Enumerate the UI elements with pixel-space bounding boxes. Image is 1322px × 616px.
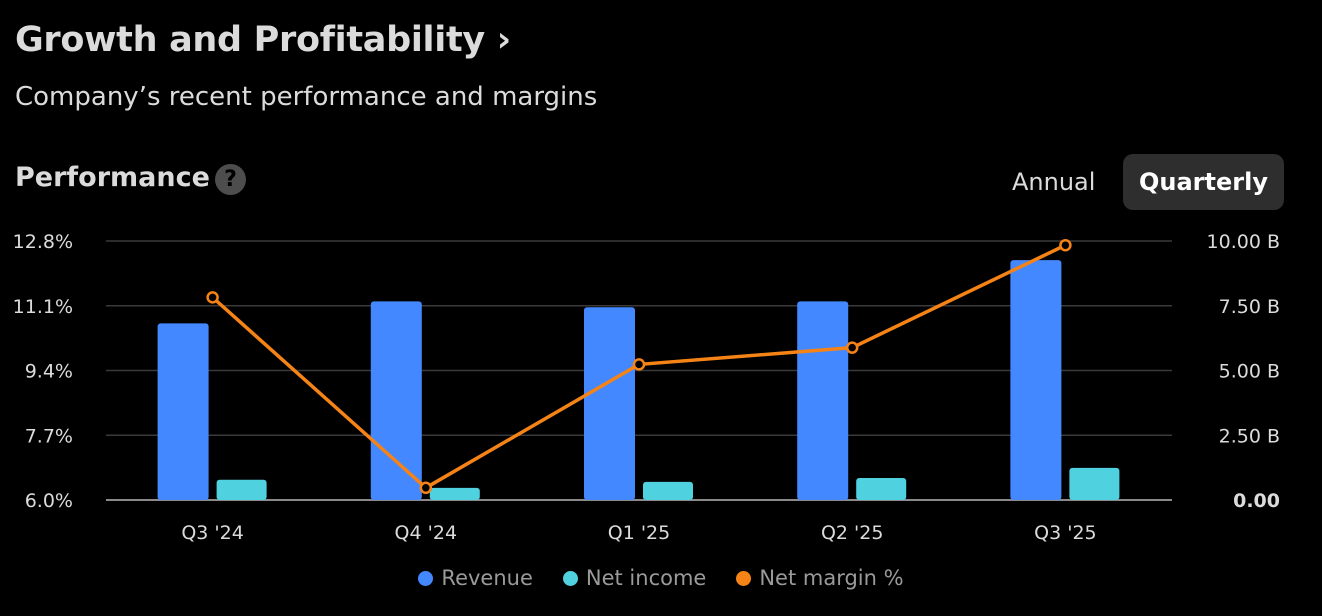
net-margin-point <box>632 358 646 371</box>
x-axis-tick: Q4 '24 <box>395 522 457 544</box>
net-margin-point <box>419 481 433 495</box>
legend-label: Revenue <box>441 566 533 590</box>
revenue-bar <box>797 301 849 500</box>
net-margin-dot-icon <box>736 570 752 586</box>
chevron-right-icon: › <box>496 20 511 60</box>
x-axis-tick: Q2 '25 <box>821 522 883 544</box>
net-margin-point <box>845 341 859 354</box>
left-axis-tick: 6.0% <box>25 490 73 512</box>
right-axis-tick: 0.00 <box>1233 490 1280 512</box>
net-income-bar <box>643 481 693 500</box>
tab-quarterly[interactable]: Quarterly <box>1123 154 1284 210</box>
revenue-bar <box>157 323 209 500</box>
net-income-bar <box>856 477 907 500</box>
revenue-bar <box>584 307 635 500</box>
net-margin-point <box>1059 238 1072 252</box>
legend-revenue[interactable]: Revenue <box>418 566 533 590</box>
net-margin-point <box>206 291 219 304</box>
performance-heading: Performance <box>15 162 210 193</box>
legend-label: Net margin % <box>759 566 904 590</box>
tab-annual[interactable]: Annual <box>1012 168 1096 196</box>
title-text: Growth and Profitability <box>15 20 485 60</box>
left-axis-tick: 11.1% <box>13 296 73 318</box>
legend-label: Net income <box>585 566 707 590</box>
net-income-bar <box>216 479 267 500</box>
net-income-bar <box>429 487 480 500</box>
revenue-dot-icon <box>418 570 434 586</box>
right-axis-tick: 10.00 B <box>1207 231 1280 253</box>
left-axis-tick: 9.4% <box>25 361 73 383</box>
legend-net-income[interactable]: Net income <box>562 566 707 590</box>
net-income-dot-icon <box>562 570 578 586</box>
help-icon[interactable]: ? <box>215 164 246 195</box>
right-axis-tick: 2.50 B <box>1219 425 1280 447</box>
x-axis-tick: Q3 '25 <box>1034 522 1096 544</box>
right-axis-tick: 7.50 B <box>1219 296 1280 318</box>
x-axis-tick: Q3 '24 <box>181 522 243 544</box>
legend-net-margin[interactable]: Net margin % <box>736 566 904 590</box>
left-axis-tick: 12.8% <box>13 231 73 253</box>
x-axis-tick: Q1 '25 <box>608 522 670 544</box>
subtitle: Company’s recent performance and margins <box>15 82 598 112</box>
revenue-bar <box>1010 260 1062 500</box>
net-income-bar <box>1069 467 1120 500</box>
section-title-link[interactable]: Growth and Profitability › <box>15 20 511 60</box>
revenue-bar <box>370 301 422 500</box>
legend: Revenue Net income Net margin % <box>0 566 1322 590</box>
left-axis-tick: 7.7% <box>25 425 73 447</box>
right-axis-tick: 5.00 B <box>1219 361 1280 383</box>
